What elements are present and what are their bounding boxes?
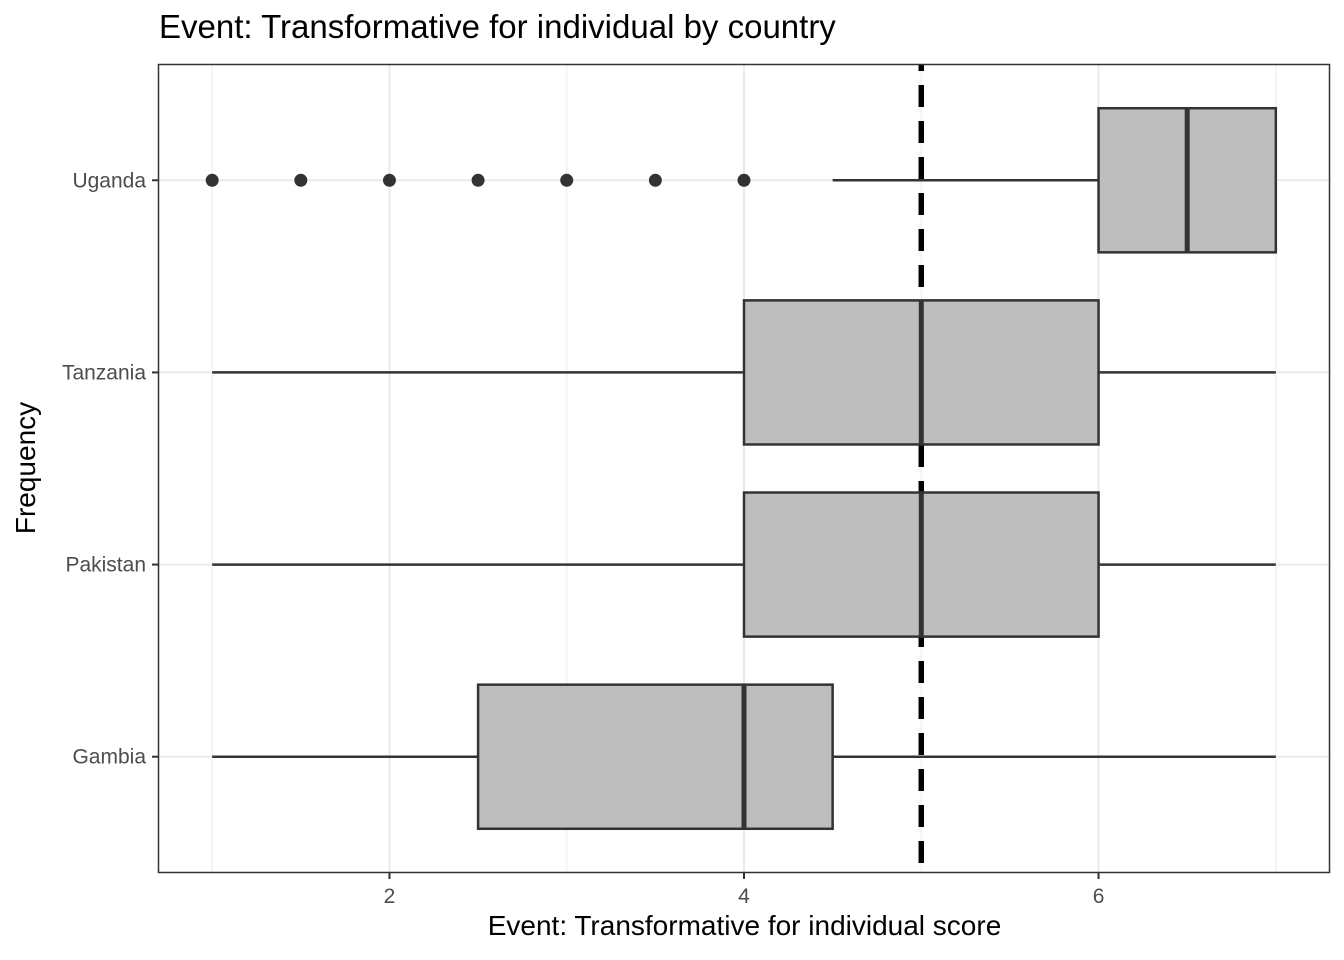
outlier-point xyxy=(560,173,574,187)
outlier-point xyxy=(382,173,396,187)
axis-layer: Gambia Pakistan Tanzania Uganda 2 4 6 xyxy=(62,169,1104,908)
y-tick-label-pakistan: Pakistan xyxy=(65,554,146,577)
box-iqr xyxy=(476,683,834,831)
outlier-point xyxy=(737,173,751,187)
outlier-point xyxy=(648,173,662,187)
x-tick-label: 2 xyxy=(384,885,396,908)
y-tick-label-uganda: Uganda xyxy=(72,169,146,192)
box-uganda xyxy=(205,106,1278,254)
outlier-point xyxy=(294,173,308,187)
y-tick-label-gambia: Gambia xyxy=(72,746,146,769)
y-axis-title: Frequency xyxy=(10,401,41,535)
x-axis-title: Event: Transformative for individual sco… xyxy=(487,910,1002,941)
chart-title: Event: Transformative for individual by … xyxy=(159,8,836,45)
box-pakistan xyxy=(212,491,1276,638)
outlier-point xyxy=(205,173,219,187)
box-tanzania xyxy=(212,299,1276,446)
box-gambia xyxy=(212,683,1276,831)
boxes-layer xyxy=(205,106,1278,831)
x-tick-label: 4 xyxy=(738,885,750,908)
outlier-point xyxy=(471,173,485,187)
x-tick-label: 6 xyxy=(1093,885,1105,908)
y-tick-label-tanzania: Tanzania xyxy=(62,361,146,384)
